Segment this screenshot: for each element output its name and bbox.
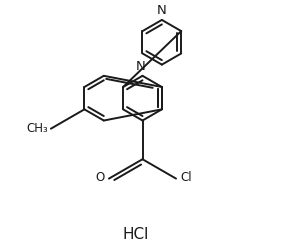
Text: O: O [95, 171, 105, 184]
Text: N: N [157, 4, 167, 17]
Text: Cl: Cl [180, 171, 192, 184]
Text: N: N [136, 60, 145, 73]
Text: HCl: HCl [122, 227, 148, 242]
Text: CH₃: CH₃ [27, 122, 48, 135]
